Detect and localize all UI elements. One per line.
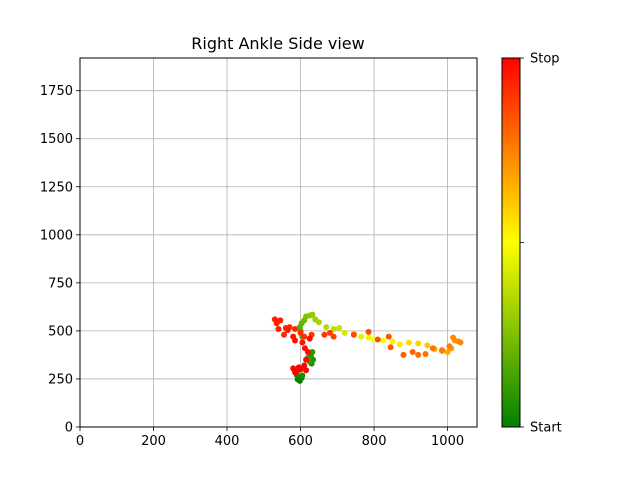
data-point xyxy=(330,333,337,340)
x-tick-label: 600 xyxy=(288,434,313,449)
data-point xyxy=(365,334,372,341)
data-point xyxy=(439,347,446,354)
colorbar xyxy=(501,57,521,428)
data-point xyxy=(415,340,422,347)
data-point xyxy=(303,367,310,374)
y-tick-label: 1250 xyxy=(40,180,73,195)
data-point xyxy=(304,349,311,356)
data-point xyxy=(389,338,396,345)
x-tick-label: 0 xyxy=(76,434,84,449)
y-tick-label: 1500 xyxy=(40,132,73,147)
data-point xyxy=(350,331,357,338)
data-point xyxy=(306,335,313,342)
data-point xyxy=(299,339,306,346)
data-point xyxy=(323,324,330,331)
data-point xyxy=(446,343,453,350)
data-point xyxy=(271,316,278,323)
data-point xyxy=(301,362,308,369)
data-point xyxy=(295,364,302,371)
data-point xyxy=(405,339,412,346)
data-point xyxy=(415,351,422,358)
data-point xyxy=(292,325,299,332)
data-point xyxy=(326,329,333,336)
x-tick-label: 1000 xyxy=(431,434,464,449)
y-axis-ticks: 0 250 500 750 1000 1250 1500 1750 xyxy=(40,84,80,436)
data-point xyxy=(444,349,451,356)
data-point xyxy=(409,349,416,356)
data-points xyxy=(271,311,464,384)
data-point xyxy=(303,356,310,363)
data-point xyxy=(424,342,431,349)
data-point xyxy=(358,333,365,340)
data-point xyxy=(277,317,284,324)
y-tick-label: 250 xyxy=(48,372,73,387)
chart-title: Right Ankle Side view xyxy=(191,34,364,53)
data-point xyxy=(396,341,403,348)
data-point xyxy=(297,329,304,336)
x-tick-label: 400 xyxy=(215,434,240,449)
data-point xyxy=(315,319,322,326)
data-point xyxy=(321,331,328,338)
data-point xyxy=(284,326,291,333)
data-point xyxy=(330,325,337,332)
x-tick-label: 800 xyxy=(362,434,387,449)
data-point xyxy=(374,336,381,343)
x-axis-ticks: 0 200 400 600 800 1000 xyxy=(76,427,464,449)
data-point xyxy=(275,325,282,332)
colorbar-ticks: Start Stop xyxy=(520,52,562,436)
colorbar-tick-label: Start xyxy=(530,421,562,436)
data-point xyxy=(299,372,306,379)
data-point xyxy=(292,337,299,344)
data-point xyxy=(429,345,436,352)
data-point xyxy=(450,334,457,341)
data-point xyxy=(341,329,348,336)
data-point xyxy=(301,333,308,340)
colorbar-tick-label: Stop xyxy=(530,52,560,67)
y-tick-label: 500 xyxy=(48,324,73,339)
data-point xyxy=(365,328,372,335)
data-point xyxy=(457,339,464,346)
data-point xyxy=(387,344,394,351)
data-point xyxy=(336,325,343,332)
data-point xyxy=(422,350,429,357)
data-point xyxy=(281,331,288,338)
data-point xyxy=(309,349,316,356)
data-point xyxy=(400,351,407,358)
data-point xyxy=(385,333,392,340)
plot-frame xyxy=(79,57,478,428)
y-tick-label: 0 xyxy=(65,421,73,436)
data-point xyxy=(380,337,387,344)
y-tick-label: 1000 xyxy=(40,228,73,243)
x-tick-label: 200 xyxy=(141,434,166,449)
data-point xyxy=(292,369,299,376)
y-tick-label: 1750 xyxy=(40,84,73,99)
data-point xyxy=(309,311,316,318)
y-tick-label: 750 xyxy=(48,276,73,291)
grid-lines xyxy=(79,58,477,428)
